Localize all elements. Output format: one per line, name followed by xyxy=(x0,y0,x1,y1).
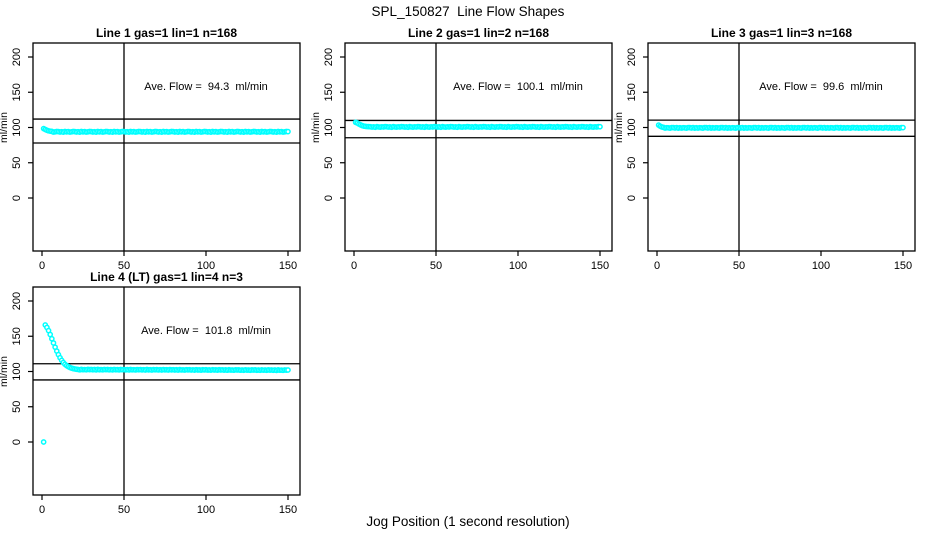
svg-text:0: 0 xyxy=(626,195,638,201)
panel-title-line-3: Line 3 gas=1 lin=3 n=168 xyxy=(710,26,853,40)
svg-text:0: 0 xyxy=(39,504,45,516)
ave-flow-annotation-line-4: Ave. Flow = 101.8 ml/min xyxy=(141,325,271,337)
main-title: SPL_150827 Line Flow Shapes xyxy=(371,4,565,19)
svg-text:100: 100 xyxy=(323,118,335,136)
panel-title-line-1: Line 1 gas=1 lin=1 n=168 xyxy=(95,26,238,40)
ave-flow-annotation-line-3: Ave. Flow = 99.6 ml/min xyxy=(759,81,883,93)
svg-text:0: 0 xyxy=(351,260,357,272)
svg-text:100: 100 xyxy=(626,118,638,136)
svg-text:100: 100 xyxy=(197,260,215,272)
svg-text:100: 100 xyxy=(197,504,215,516)
svg-text:ml/min: ml/min xyxy=(0,112,10,143)
plot-line-3: 0 50 100 150 0 50 100 150 200 ml/min xyxy=(613,42,916,272)
ave-flow-annotation-line-1: Ave. Flow = 94.3 ml/min xyxy=(144,81,268,93)
svg-text:50: 50 xyxy=(323,157,335,169)
panel-title-line-4: Line 4 (LT) gas=1 lin=4 n=3 xyxy=(90,270,243,284)
svg-text:50: 50 xyxy=(430,260,442,272)
plot-line-1: 0 50 100 150 0 50 100 150 200 ml/min xyxy=(0,42,301,272)
svg-text:150: 150 xyxy=(11,327,23,345)
svg-text:100: 100 xyxy=(509,260,527,272)
svg-text:200: 200 xyxy=(11,48,23,66)
svg-text:200: 200 xyxy=(323,48,335,66)
svg-text:50: 50 xyxy=(118,504,130,516)
svg-text:0: 0 xyxy=(39,260,45,272)
svg-text:50: 50 xyxy=(118,260,130,272)
svg-text:0: 0 xyxy=(11,195,23,201)
svg-text:50: 50 xyxy=(11,401,23,413)
plot-line-2: 0 50 100 150 0 50 100 150 200 ml/min xyxy=(310,42,613,272)
svg-text:150: 150 xyxy=(11,83,23,101)
svg-text:150: 150 xyxy=(591,260,609,272)
svg-text:200: 200 xyxy=(626,48,638,66)
svg-text:ml/min: ml/min xyxy=(613,112,625,143)
panel-title-line-2: Line 2 gas=1 lin=2 n=168 xyxy=(407,26,550,40)
svg-text:150: 150 xyxy=(626,83,638,101)
svg-text:100: 100 xyxy=(11,362,23,380)
svg-text:150: 150 xyxy=(279,504,297,516)
svg-text:ml/min: ml/min xyxy=(0,356,10,387)
ave-flow-annotation-line-2: Ave. Flow = 100.1 ml/min xyxy=(453,81,583,93)
panel-line-1: Line 1 gas=1 lin=1 n=168 0 50 100 150 0 50 100… xyxy=(0,20,312,282)
panel-line-2: Line 2 gas=1 lin=2 n=168 0 50 100 150 0 50 100… xyxy=(310,20,624,282)
svg-text:0: 0 xyxy=(323,195,335,201)
svg-text:150: 150 xyxy=(279,260,297,272)
svg-text:ml/min: ml/min xyxy=(310,112,322,143)
x-axis-label: Jog Position (1 second resolution) xyxy=(366,514,570,529)
svg-text:50: 50 xyxy=(733,260,745,272)
svg-text:0: 0 xyxy=(654,260,660,272)
panel-line-3: Line 3 gas=1 lin=3 n=168 0 50 100 150 0 50 100… xyxy=(613,20,927,282)
plot-line-4: 0 50 100 150 0 50 100 150 200 ml/min xyxy=(0,286,301,516)
svg-text:100: 100 xyxy=(812,260,830,272)
svg-text:100: 100 xyxy=(11,118,23,136)
panel-line-4: Line 4 (LT) gas=1 lin=4 n=3 0 50 100 150 0 50… xyxy=(0,264,312,526)
svg-text:50: 50 xyxy=(626,157,638,169)
svg-text:200: 200 xyxy=(11,292,23,310)
svg-text:150: 150 xyxy=(323,83,335,101)
svg-text:0: 0 xyxy=(11,439,23,445)
svg-text:50: 50 xyxy=(11,157,23,169)
svg-text:150: 150 xyxy=(894,260,912,272)
